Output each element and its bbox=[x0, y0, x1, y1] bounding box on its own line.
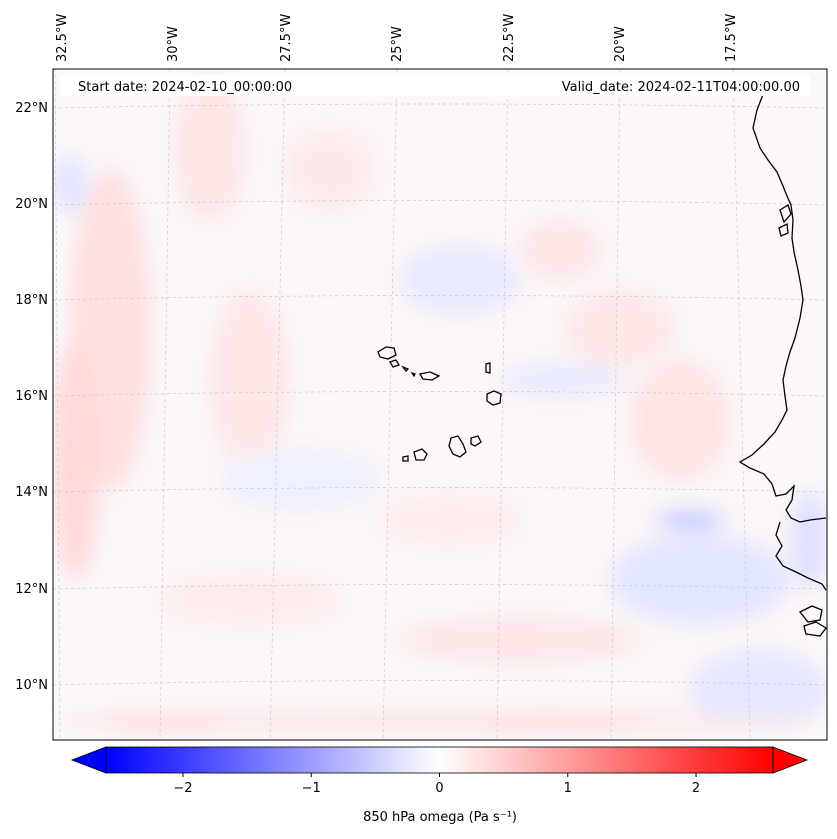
lat-label: 18°N bbox=[15, 293, 48, 308]
lat-label: 22°N bbox=[15, 101, 48, 116]
longitude-labels: 32.5°W 30°W 27.5°W 25°W 22.5°W 20°W 17.5… bbox=[55, 14, 739, 62]
lon-label: 22.5°W bbox=[502, 14, 517, 62]
colorbar-extend-low bbox=[70, 746, 107, 774]
colorbar-tick-label: 2 bbox=[692, 781, 700, 796]
lon-label: 25°W bbox=[390, 26, 405, 62]
lat-label: 20°N bbox=[15, 197, 48, 212]
colorbar-tick-label: −1 bbox=[302, 781, 321, 796]
colorbar-tick-label: 0 bbox=[435, 781, 443, 796]
valid-date-label: Valid_date: 2024-02-11T04:00:00.00 bbox=[562, 80, 800, 95]
colorbar-tick-label: −2 bbox=[173, 781, 192, 796]
lon-label: 30°W bbox=[166, 26, 181, 62]
colorbar-tick-label: 1 bbox=[564, 781, 572, 796]
lat-label: 16°N bbox=[15, 389, 48, 404]
lat-label: 14°N bbox=[15, 485, 48, 500]
latitude-labels: 22°N 20°N 18°N 16°N 14°N 12°N 10°N bbox=[15, 101, 48, 693]
colorbar-label: 850 hPa omega (Pa s⁻¹) bbox=[363, 810, 517, 825]
colorbar-bar bbox=[105, 746, 774, 774]
header-box bbox=[60, 75, 810, 96]
omega-field bbox=[53, 69, 827, 740]
coastline bbox=[738, 83, 827, 637]
map-frame bbox=[52, 68, 828, 741]
lat-label: 12°N bbox=[15, 582, 48, 597]
lon-label: 20°W bbox=[613, 26, 628, 62]
lat-label: 10°N bbox=[15, 678, 48, 693]
start-date-label: Start date: 2024-02-10_00:00:00 bbox=[78, 80, 292, 95]
lon-label: 32.5°W bbox=[55, 14, 70, 62]
lon-label: 27.5°W bbox=[279, 14, 294, 62]
map-panel: Start date: 2024-02-10_00:00:00 Valid_da… bbox=[52, 68, 828, 741]
graticule bbox=[53, 69, 827, 740]
lon-label: 17.5°W bbox=[724, 14, 739, 62]
colorbar-extend-high bbox=[772, 746, 809, 774]
colorbar: −2 −1 0 1 2 850 hPa omega (Pa s⁻¹) bbox=[70, 746, 809, 825]
cape-verde-islands bbox=[377, 346, 502, 462]
colorbar-ticks: −2 −1 0 1 2 bbox=[173, 773, 700, 796]
